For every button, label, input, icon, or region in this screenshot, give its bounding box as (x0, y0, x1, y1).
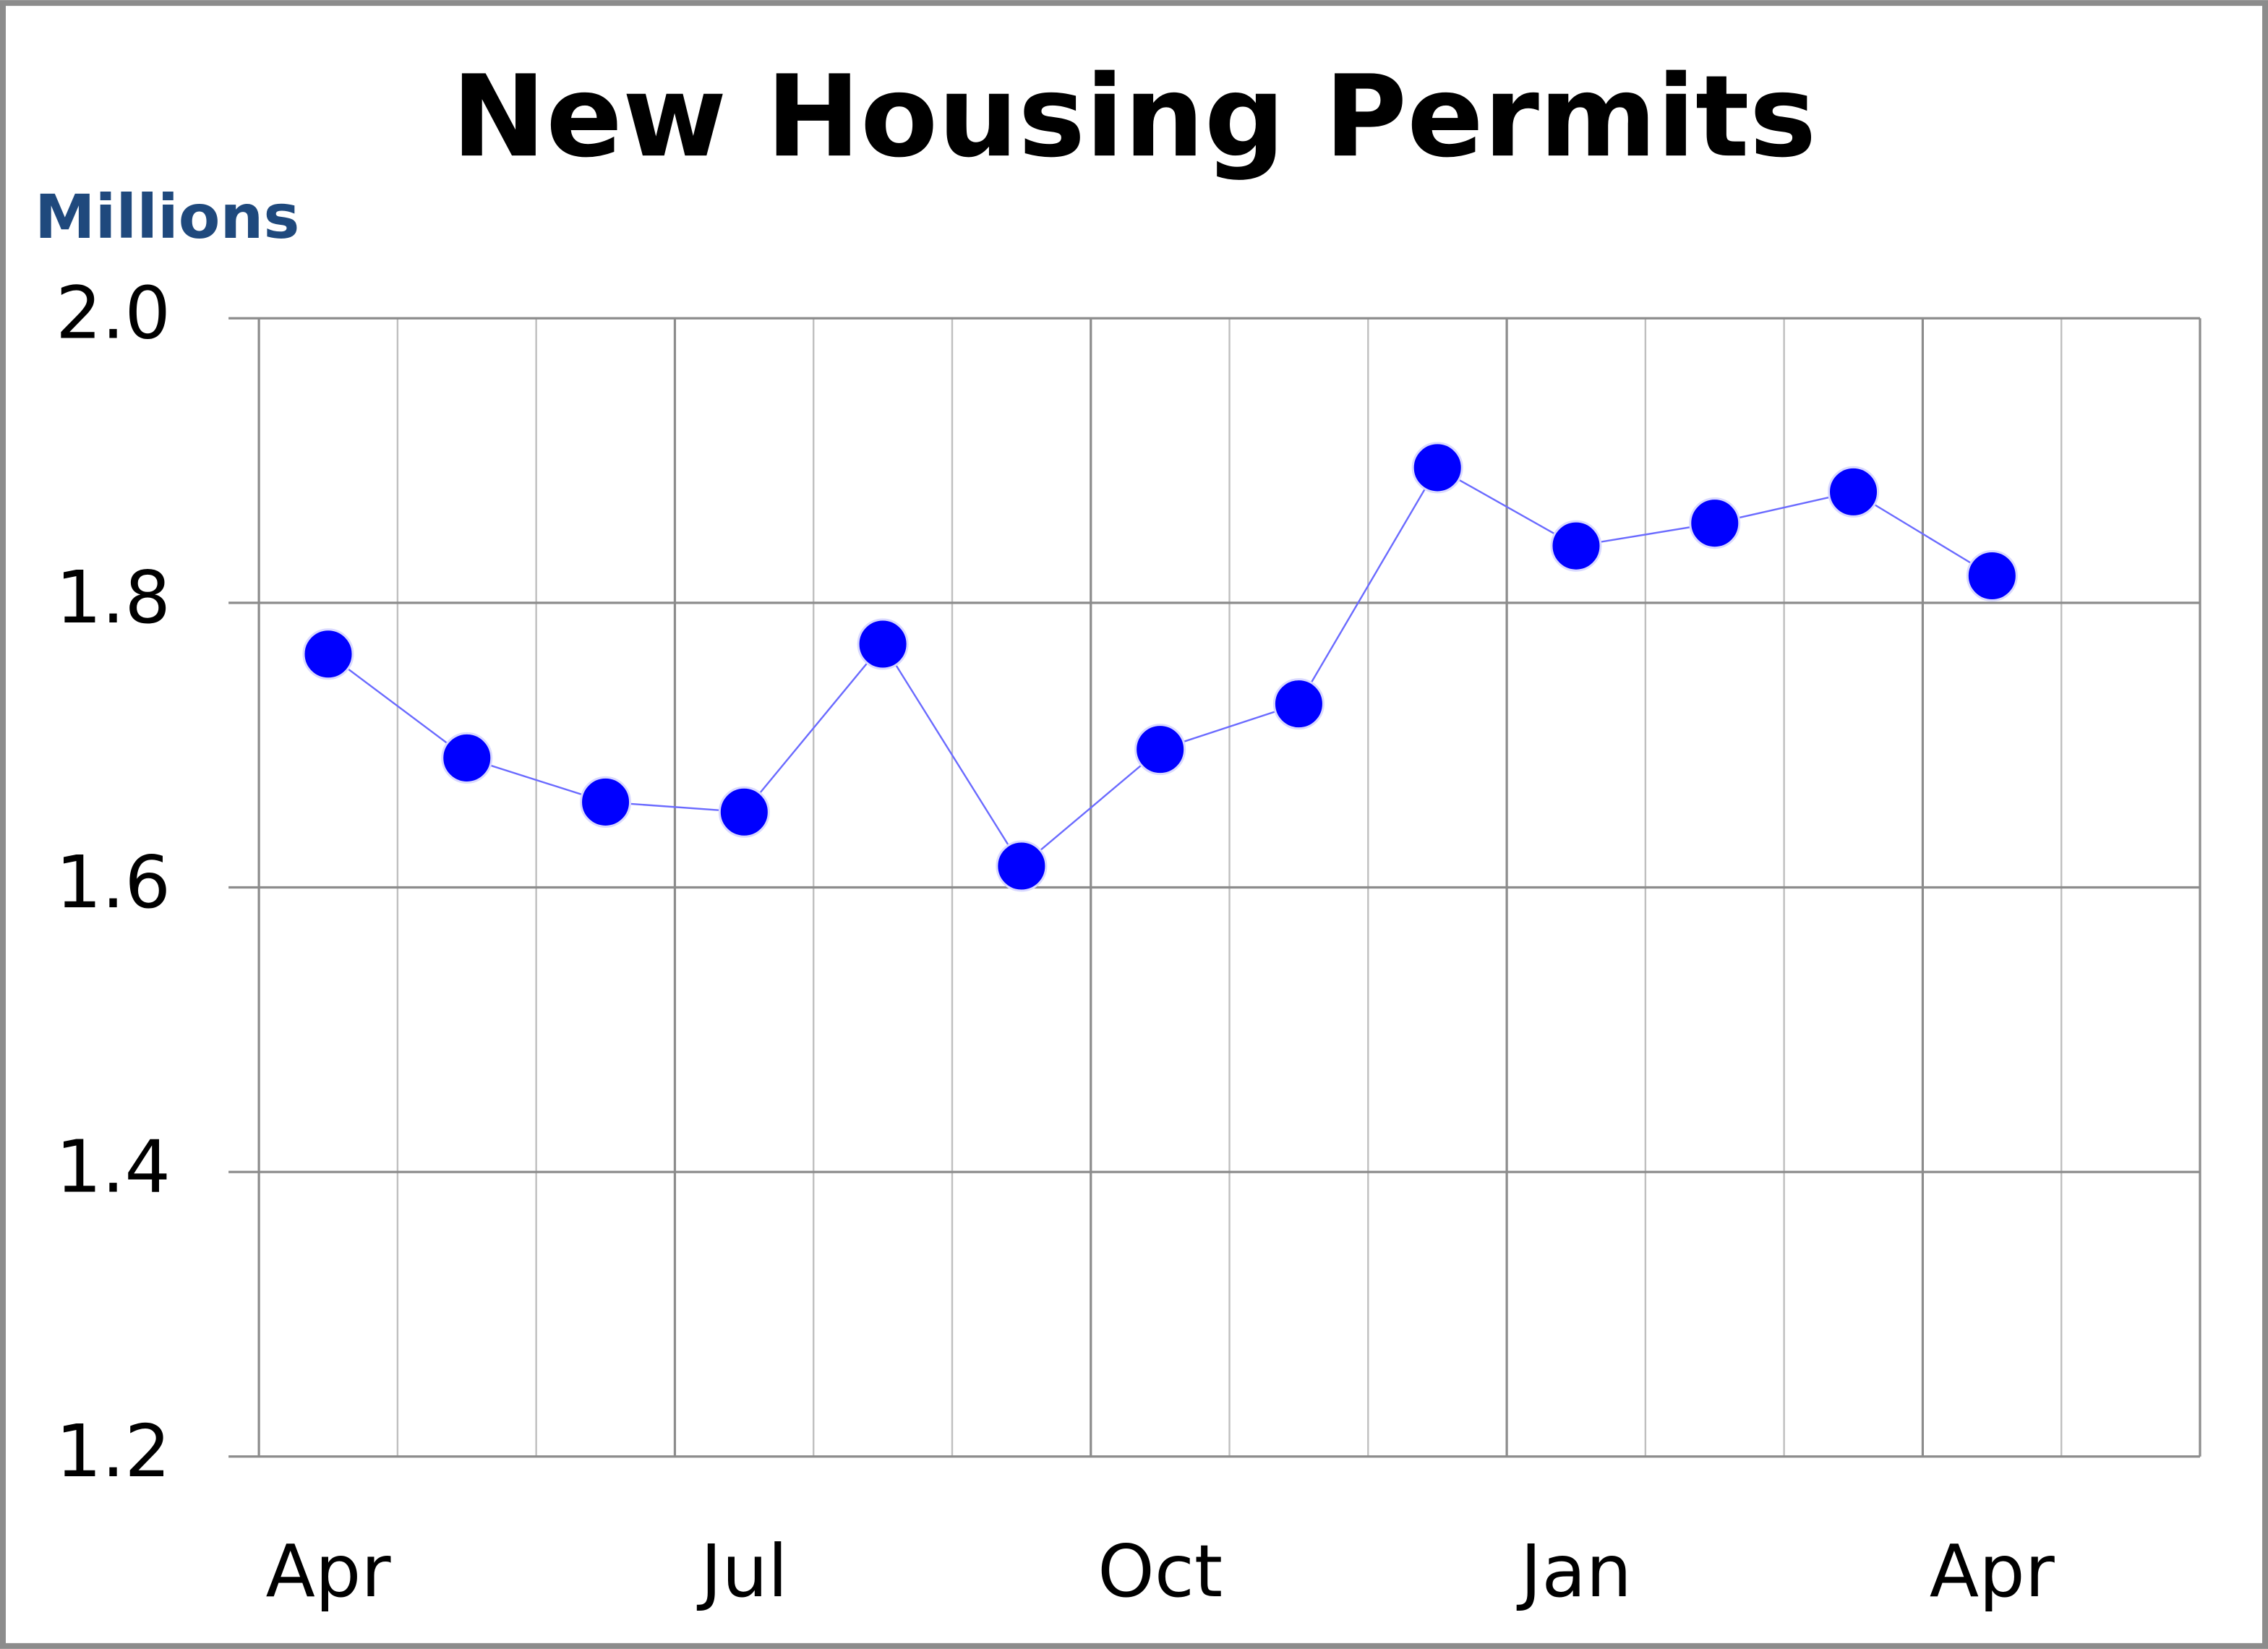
data-point (996, 840, 1048, 892)
x-tick-label: Apr (265, 1529, 391, 1614)
data-point (302, 628, 354, 680)
plot (302, 442, 2018, 892)
y-axis-label: Millions (35, 181, 299, 252)
x-tick-label: Oct (1097, 1529, 1223, 1614)
data-point (857, 618, 909, 670)
y-tick-label: 1.2 (56, 1409, 171, 1494)
x-tick-label: Apr (1930, 1529, 2055, 1614)
data-point (580, 776, 632, 828)
data-point (1689, 497, 1741, 549)
data-point (1272, 678, 1325, 730)
chart-title: New Housing Permits (452, 51, 1817, 182)
x-tick-label: Jul (696, 1529, 788, 1614)
data-point (1550, 520, 1602, 572)
data-point (1134, 724, 1186, 776)
x-tick-label: Jan (1516, 1529, 1632, 1614)
data-point (441, 732, 493, 784)
data-point (718, 786, 770, 838)
y-tick-label: 2.0 (56, 271, 171, 356)
y-tick-label: 1.6 (56, 840, 171, 925)
y-tick-label: 1.8 (56, 555, 171, 640)
y-tick-label: 1.4 (56, 1124, 171, 1209)
data-point (1828, 466, 1880, 518)
data-point (1411, 442, 1463, 494)
data-point (1966, 549, 2018, 602)
